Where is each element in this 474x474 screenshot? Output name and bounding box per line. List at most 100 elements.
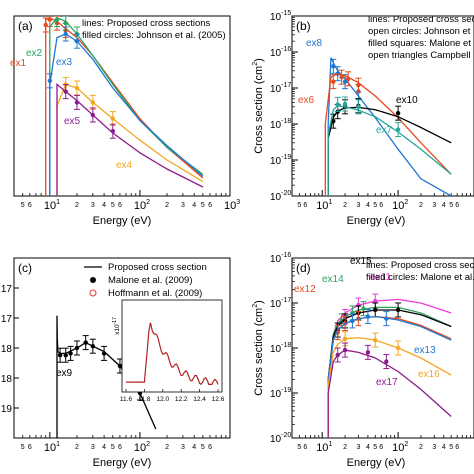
y-tick-label: 18 (1, 374, 13, 385)
x-minor-label: 5 (297, 444, 301, 451)
series-label-ex17: ex17 (376, 377, 398, 388)
y-tick-label: 10-18 (270, 118, 291, 131)
legend-entry: filled circles: Malone et al. (20 (366, 272, 474, 283)
y-tick-label: 10-17 (270, 82, 291, 95)
inset-tick-label: 12.2 (175, 396, 188, 403)
panel-letter: (a) (18, 19, 33, 33)
x-tick-exp: 3 (236, 199, 240, 206)
x-minor-label: 3 (432, 444, 436, 451)
y-axis-label-text: Cross section (cm (253, 66, 265, 154)
series-label-ex14: ex14 (322, 274, 344, 285)
x-minor-label: 5 (201, 202, 205, 209)
x-axis-label: Energy (eV) (347, 457, 406, 469)
y-tick-exp: -15 (281, 10, 291, 17)
series-label-ex13: ex13 (414, 345, 436, 356)
data-point (356, 82, 361, 88)
series-line-ex16 (327, 336, 452, 438)
series-group (42, 16, 204, 196)
data-point (395, 127, 401, 132)
x-minor-label: 4 (366, 444, 370, 451)
x-axis-label: Energy (eV) (93, 215, 152, 227)
x-tick-label: 101 (316, 441, 332, 454)
y-axis-label-text: Cross section (cm (253, 308, 265, 396)
x-tick-label: 102 (392, 199, 408, 212)
x-minor-label: 6 (379, 202, 383, 209)
legend-entry: Malone et al. (2009) (108, 275, 193, 286)
data-point (373, 298, 378, 304)
x-minor-label: 4 (366, 202, 370, 209)
panel-letter: (d) (296, 261, 311, 275)
y-tick-label: 19 (1, 404, 13, 415)
data-point (342, 336, 348, 342)
x-minor-label: 4 (192, 202, 196, 209)
legend-entry: open triangles Campbell et al. ( (368, 50, 474, 61)
data-point (395, 110, 401, 116)
x-minor-label: 2 (343, 202, 347, 209)
data-point (384, 359, 389, 364)
x-minor-label: 3 (91, 202, 95, 209)
x-minor-label: 5 (201, 444, 205, 451)
legend-swatch-filled (90, 277, 96, 283)
series-label-ex10: ex10 (396, 95, 418, 106)
y-axis-label: Cross section (cm2) (252, 58, 265, 154)
y-tick-exp: -19 (281, 387, 291, 394)
data-point (90, 112, 96, 118)
x-tick-exp: 2 (146, 441, 150, 448)
data-point (83, 340, 88, 345)
series-label-ex7: ex7 (376, 125, 393, 136)
x-axis-label: Energy (eV) (93, 457, 152, 469)
data-point (395, 307, 401, 313)
plot-frame (13, 15, 231, 197)
y-axis-label-end: ) (253, 58, 265, 62)
x-minor-label: 6 (208, 202, 212, 209)
y-tick-label: 10-16 (270, 252, 291, 265)
y-tick-label: 10-19 (270, 154, 291, 167)
x-tick-base: 10 (44, 200, 56, 212)
inset-frame (121, 299, 223, 393)
y-axis-label: Cross section (cm2) (252, 300, 265, 396)
data-point (90, 344, 96, 349)
data-point (63, 21, 68, 26)
inset-tick-label: 12.4 (193, 396, 206, 403)
x-minor-label: 2 (75, 444, 79, 451)
y-tick-exp: -19 (281, 154, 291, 161)
y-axis-label-end: ) (253, 300, 265, 304)
y-tick-label: 10-20 (270, 190, 291, 203)
data-point (47, 78, 53, 84)
x-minor-label: 5 (111, 444, 115, 451)
inset-tick-label: 12.0 (156, 396, 169, 403)
y-tick-base: 10 (270, 299, 282, 310)
data-point (63, 353, 68, 358)
y-tick-label: 10-16 (270, 46, 291, 59)
data-point (345, 76, 351, 82)
series-label-ex2: ex2 (26, 48, 43, 59)
series-group (324, 57, 452, 196)
y-tick-exp: -18 (281, 342, 291, 349)
data-point (361, 306, 366, 311)
legend-entry: lines: Proposed cross sections (82, 18, 211, 29)
series-label-ex9: ex9 (56, 368, 73, 379)
series-label-ex15: ex15 (350, 256, 372, 267)
y-tick-label: 10-20 (270, 432, 291, 445)
x-minor-label: 5 (111, 202, 115, 209)
y-tick-base: 10 (270, 192, 282, 203)
legend-entry: Proposed cross section (108, 262, 207, 273)
x-tick-base: 10 (316, 200, 328, 212)
x-tick-exp: 1 (328, 441, 332, 448)
data-point (74, 100, 80, 105)
x-minor-label: 5 (373, 444, 377, 451)
data-point (365, 314, 371, 319)
y-axis-label-sup: 2 (252, 62, 259, 66)
x-minor-label: 6 (118, 202, 122, 209)
data-point (350, 318, 355, 324)
data-point (74, 39, 80, 44)
x-minor-label: 3 (356, 202, 360, 209)
inset-y-label: x10-17 (112, 317, 121, 335)
data-point (331, 118, 336, 124)
data-point (342, 101, 348, 107)
y-tick-exp: -18 (281, 118, 291, 125)
x-minor-label: 2 (165, 444, 169, 451)
series-label-ex11: ex11 (370, 272, 391, 283)
